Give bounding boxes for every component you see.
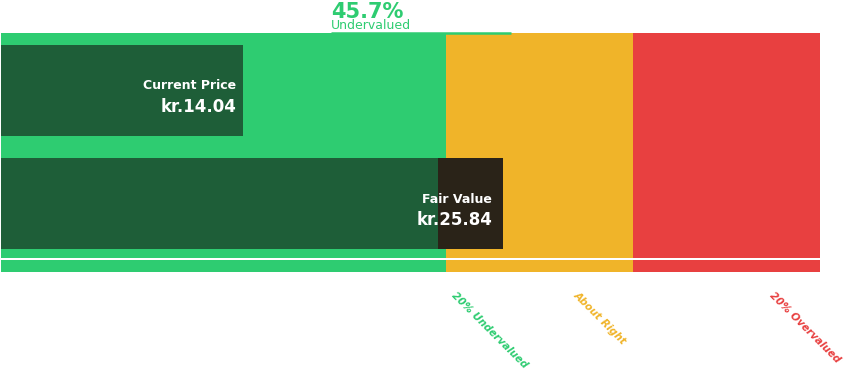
Text: 20% Undervalued: 20% Undervalued [449, 290, 529, 370]
Bar [437, 158, 503, 249]
Bar [2, 145, 446, 158]
Bar [2, 158, 498, 249]
Bar [2, 158, 446, 258]
Bar [446, 45, 632, 145]
Text: Fair Value: Fair Value [422, 193, 492, 206]
Bar [632, 33, 819, 45]
Bar [632, 260, 819, 272]
Text: kr.25.84: kr.25.84 [416, 211, 492, 229]
Bar [446, 260, 632, 272]
Text: About Right: About Right [571, 290, 628, 347]
Bar [2, 33, 446, 45]
Bar [446, 145, 632, 158]
Text: kr.14.04: kr.14.04 [160, 98, 236, 116]
Bar [632, 145, 819, 158]
Text: Current Price: Current Price [143, 79, 236, 92]
Text: Undervalued: Undervalued [331, 19, 411, 32]
Bar [446, 33, 632, 45]
Bar [632, 45, 819, 145]
Bar [2, 45, 446, 145]
Text: 20% Overvalued: 20% Overvalued [766, 290, 841, 364]
Bar [446, 158, 632, 258]
Bar [632, 158, 819, 258]
Bar [2, 260, 446, 272]
Text: 45.7%: 45.7% [331, 2, 403, 22]
Bar [2, 45, 243, 136]
